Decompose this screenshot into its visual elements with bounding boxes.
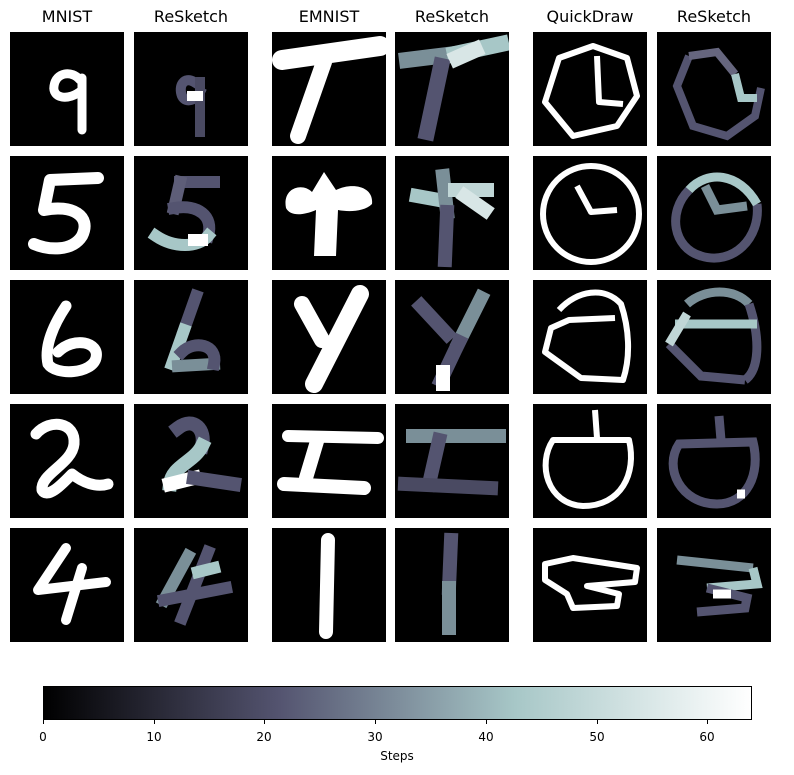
resketch-sample-digit-2 <box>134 404 248 518</box>
emnist-sample-letter-t-2 <box>272 156 386 270</box>
column-title-emnist: EMNIST <box>298 7 360 26</box>
emnist-sample-letter-t <box>272 32 386 146</box>
quickdraw-sample-drawing <box>533 280 647 394</box>
column-title-resketch-quickdraw: ReSketch <box>676 7 752 26</box>
column-title-resketch-mnist: ReSketch <box>153 7 229 26</box>
column-title-resketch-emnist: ReSketch <box>414 7 490 26</box>
quickdraw-sample-apple <box>533 404 647 518</box>
resketch-sample-digit-4 <box>134 528 248 642</box>
resketch-sample-clock-2 <box>657 156 771 270</box>
colorbar-tick <box>486 720 487 724</box>
resketch-sample-digit-9 <box>134 32 248 146</box>
colorbar-tick-label: 40 <box>478 730 494 744</box>
colorbar-tick-label: 50 <box>589 730 605 744</box>
colorbar-tick-label: 0 <box>39 730 47 744</box>
mnist-sample-digit-4 <box>10 528 124 642</box>
mnist-sample-digit-2 <box>10 404 124 518</box>
steps-colorbar <box>43 686 752 720</box>
resketch-sample-letter-t <box>395 32 509 146</box>
colorbar-tick-label: 10 <box>146 730 162 744</box>
resketch-sample-letter-i <box>395 528 509 642</box>
resketch-sample-digit-5 <box>134 156 248 270</box>
colorbar-tick-label: 20 <box>256 730 272 744</box>
mnist-sample-digit-5 <box>10 156 124 270</box>
mnist-sample-digit-6 <box>10 280 124 394</box>
colorbar-tick <box>264 720 265 724</box>
resketch-sample-apple <box>657 404 771 518</box>
colorbar-tick <box>597 720 598 724</box>
emnist-sample-letter-y <box>272 280 386 394</box>
resketch-sample-clock <box>657 32 771 146</box>
resketch-sample-drawing <box>657 280 771 394</box>
colorbar-tick <box>375 720 376 724</box>
quickdraw-sample-clock <box>533 32 647 146</box>
quickdraw-sample-scribble <box>533 528 647 642</box>
emnist-sample-letter-z <box>272 404 386 518</box>
colorbar-tick-label: 30 <box>367 730 383 744</box>
quickdraw-sample-clock-2 <box>533 156 647 270</box>
resketch-sample-letter-y <box>395 280 509 394</box>
mnist-sample-digit-9 <box>10 32 124 146</box>
resketch-sample-digit-6 <box>134 280 248 394</box>
colorbar-axis-label: Steps <box>380 749 414 763</box>
colorbar-tick-label: 60 <box>699 730 715 744</box>
resketch-sample-scribble <box>657 528 771 642</box>
emnist-sample-letter-i <box>272 528 386 642</box>
colorbar-tick <box>154 720 155 724</box>
column-title-quickdraw: QuickDraw <box>546 7 634 26</box>
resketch-sample-letter-t-2 <box>395 156 509 270</box>
column-title-mnist: MNIST <box>41 7 93 26</box>
resketch-sample-letter-z <box>395 404 509 518</box>
colorbar-tick <box>707 720 708 724</box>
colorbar-tick <box>43 720 44 724</box>
